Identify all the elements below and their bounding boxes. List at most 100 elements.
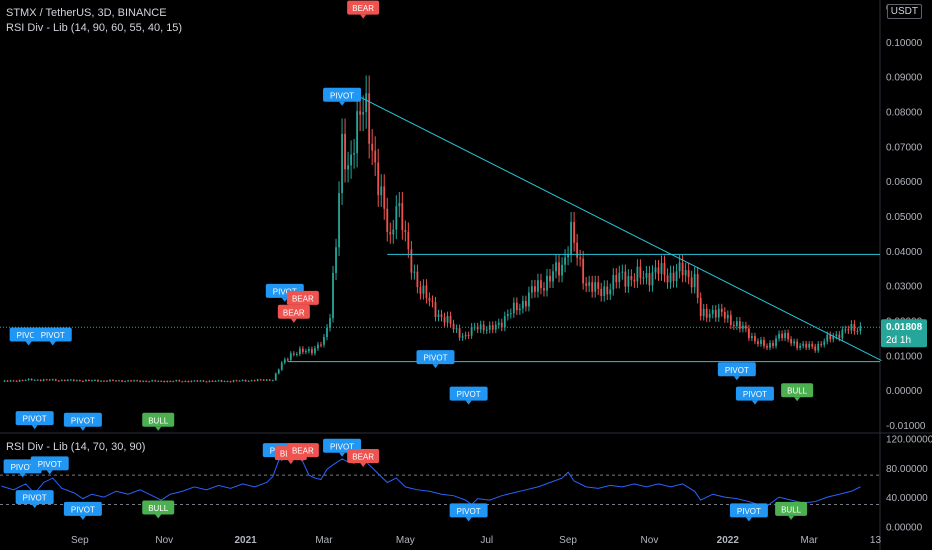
candle-body [841,329,844,339]
candle-body [660,263,663,274]
bear-label-box [347,0,380,15]
candle-body [594,282,597,292]
candle-body [744,325,747,329]
candle-body [48,379,51,381]
candle-body [142,380,145,382]
pivot-label-text: PIVOT [71,416,95,425]
candle-body [579,257,582,259]
bull-label: BULL [142,412,175,431]
bear-label-text: BEAR [352,453,374,462]
currency-label[interactable]: USDT [886,4,922,19]
candle-body [781,333,783,338]
candle-body [467,334,470,336]
candle-body [723,311,726,319]
pivot-label-box [63,501,102,516]
candle-body [434,302,437,318]
pivot-label: PIVOT [33,327,72,346]
candle-body [503,316,506,328]
candle-body [398,203,401,207]
pivot-label-text: PIVOT [737,507,761,516]
candle-body [353,153,356,155]
candle-body [250,380,253,382]
pivot-label-pointer [465,400,472,405]
candle-body [244,380,247,382]
pivot-label-text: PIVOT [743,390,767,399]
candle-body [856,331,859,333]
candle-body [609,289,612,295]
candle-body [518,308,521,311]
candle-body [612,275,615,290]
candle-body [298,348,301,354]
pivot-label-box [323,87,362,102]
pivot-label-text: PIVOT [71,505,95,514]
candle-body [509,313,512,315]
candle-body [826,334,829,342]
candle-body [289,353,292,360]
candle-body [103,380,105,382]
bull-label-pointer [155,514,162,519]
trendline [353,93,882,362]
candle-body [57,380,60,382]
candle-body [600,288,603,296]
bear-label-text: BEAR [292,294,314,303]
candle-body [109,379,111,382]
candle-body [606,286,609,295]
x-tick-label: Jul [480,535,493,546]
candle-body [696,273,699,298]
candle-body [470,326,473,336]
candle-body [784,333,786,338]
candle-body [178,380,181,382]
candle-body [793,341,796,344]
candle-body [45,379,48,381]
candle-body [552,271,554,282]
candle-body [708,313,711,318]
candle-body [133,380,136,382]
candles [3,75,862,383]
candle-body [214,380,217,382]
pivot-label-pointer [46,470,53,475]
candle-body [853,324,856,332]
candle-body [748,328,750,339]
pivot-label-pointer [49,341,56,346]
candle-body [392,229,395,235]
x-tick-label: 13 [870,535,882,546]
bear-label-box [286,443,319,458]
candle-body [693,273,696,288]
pivot-label-text: PIVOT [457,390,481,399]
candle-body [666,275,669,283]
pivot-label: PIVOT [729,503,768,522]
candle-body [506,314,509,317]
candle-body [341,133,343,194]
pivot-label-pointer [745,517,752,522]
candle-body [651,272,654,286]
candle-body [775,338,777,346]
candle-body [847,329,850,331]
candle-body [443,317,446,323]
pivot-label: PIVOT [63,412,102,431]
pivot-label-pointer [79,426,86,431]
x-tick-label: Mar [315,535,333,546]
candle-body [766,346,768,348]
pivot-label: PIVOT [717,362,756,381]
candle-body [657,267,660,274]
bull-label-pointer [794,397,801,402]
candle-body [223,381,226,383]
candle-body [72,379,75,381]
candle-body [555,262,557,272]
candle-body [66,379,69,381]
candle-body [118,380,120,382]
candle-body [817,343,820,351]
candle-body [271,380,274,382]
candle-body [702,308,705,317]
bear-label-pointer [287,460,294,465]
candle-body [835,334,838,337]
x-tick-label: Sep [559,535,577,546]
candle-body [802,343,805,346]
candle-body [446,316,449,323]
bear-label: BEAR [277,304,310,323]
pivot-label-pointer [19,473,26,478]
pivot-label-box [33,327,72,342]
candle-body [512,302,515,314]
candle-body [621,271,624,273]
candle-body [205,381,208,383]
